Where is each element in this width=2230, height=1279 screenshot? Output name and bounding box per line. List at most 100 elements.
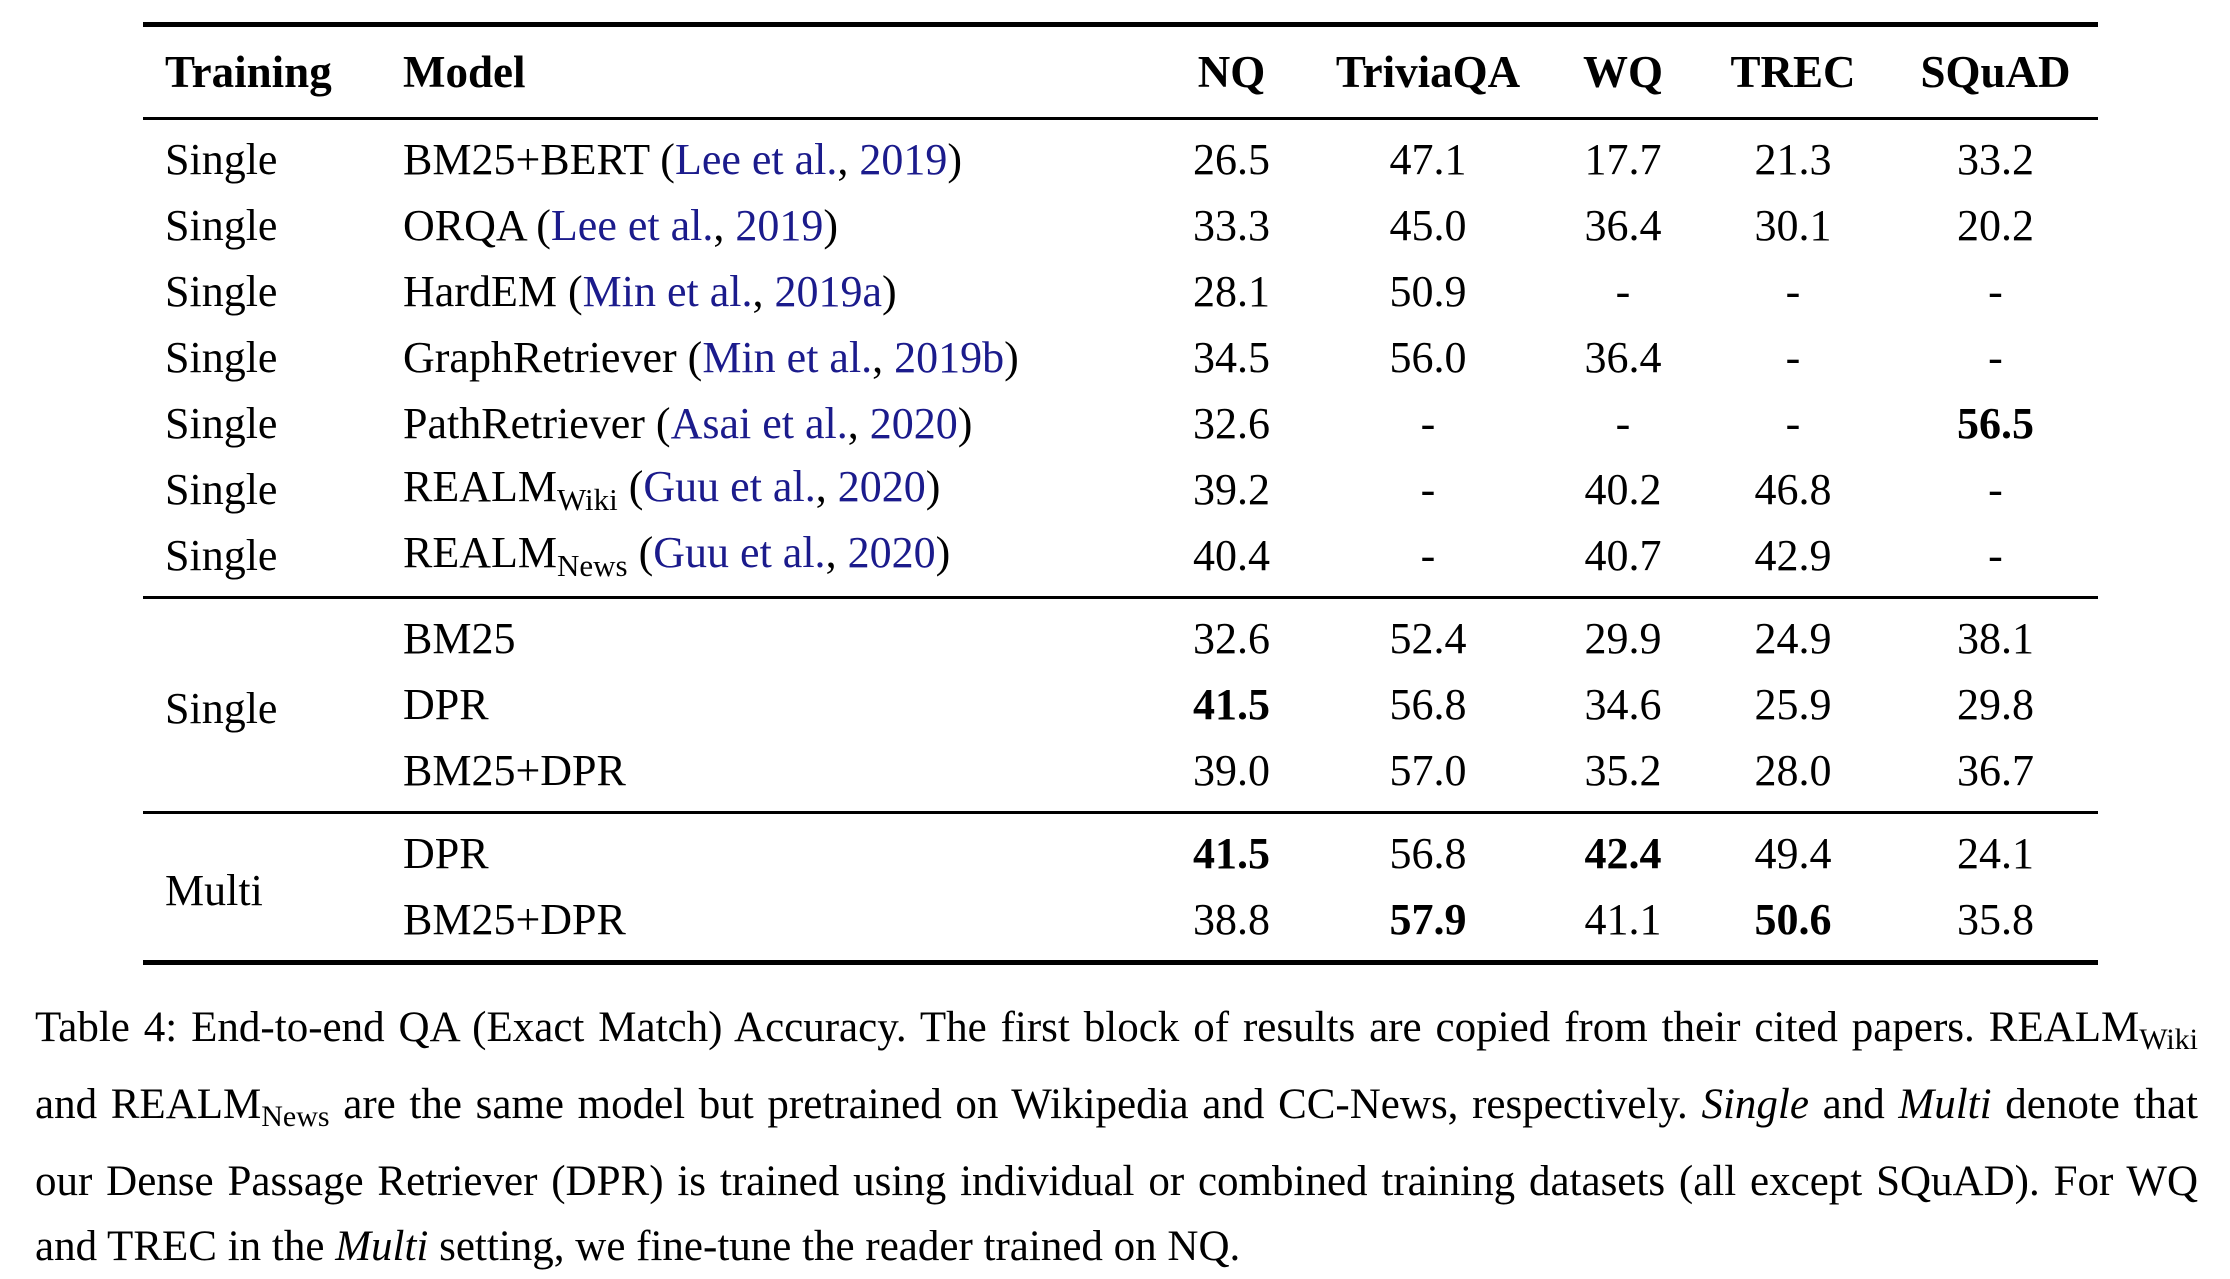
metric-cell: 56.8 (1389, 829, 1467, 878)
model-cell: DPR (395, 672, 1160, 738)
text-segment: BM25+BERT ( (403, 135, 675, 184)
metric-cell: 45.0 (1389, 201, 1467, 250)
table-row: Single ORQA (Lee et al., 2019) 33.3 45.0 36.… (143, 193, 2098, 259)
citation-link[interactable]: Guu et al. (653, 528, 826, 577)
metric-cell: 39.0 (1193, 746, 1270, 795)
metric-cell: 25.9 (1754, 680, 1832, 729)
text-segment: Table 4: End-to-end QA (Exact Match) Acc… (35, 1004, 2140, 1051)
col-header-triviaqa: TriviaQA (1303, 24, 1553, 120)
metric-cell: 40.4 (1193, 531, 1270, 580)
text-segment: BM25+DPR (403, 895, 626, 944)
citation-link[interactable]: 2020 (869, 399, 958, 448)
table-row: BM25+DPR 38.8 57.9 41.1 50.6 35.8 (143, 887, 2098, 963)
table-header: Training Model NQ TriviaQA WQ TREC SQuAD (143, 24, 2098, 120)
text-segment: GraphRetriever ( (403, 333, 703, 382)
metric-cell: 35.8 (1957, 895, 2034, 944)
metric-cell: 56.0 (1389, 333, 1467, 382)
citation-link[interactable]: Asai et al. (670, 399, 848, 448)
header-row: Training Model NQ TriviaQA WQ TREC SQuAD (143, 24, 2098, 120)
citation-link[interactable]: 2019b (894, 333, 1005, 382)
text-segment: REALM (403, 462, 557, 511)
metric-cell: 21.3 (1754, 135, 1832, 184)
metric-cell: 46.8 (1754, 465, 1832, 514)
model-cell: BM25+DPR (395, 887, 1160, 963)
table-row: Single BM25+BERT (Lee et al., 2019) 26.5 47… (143, 119, 2098, 194)
col-header-nq: NQ (1160, 24, 1303, 120)
table-block-3: Multi DPR 41.5 56.8 42.4 49.4 24.1 BM25+DPR 38.8… (143, 812, 2098, 963)
metric-cell: 50.9 (1389, 267, 1467, 316)
citation-link[interactable]: 2019 (859, 135, 948, 184)
text-segment: REALM (403, 528, 557, 577)
metric-cell: - (1988, 267, 2003, 316)
citation-link[interactable]: Min et al. (582, 267, 753, 316)
model-cell: PathRetriever (Asai et al., 2020) (395, 391, 1160, 457)
metric-cell: 50.6 (1754, 895, 1832, 944)
citation-link[interactable]: Guu et al. (643, 462, 816, 511)
text-segment: , (825, 528, 848, 577)
citation-link[interactable]: Lee et al. (550, 201, 714, 250)
metric-cell: 36.7 (1957, 746, 2034, 795)
metric-cell: 17.7 (1584, 135, 1662, 184)
metric-cell: 38.8 (1193, 895, 1270, 944)
metric-cell: - (1785, 399, 1801, 448)
training-cell: Single (165, 333, 278, 382)
citation-link[interactable]: 2019a (774, 267, 882, 316)
metric-cell: 29.8 (1957, 680, 2034, 729)
text-segment: , (872, 333, 895, 382)
metric-cell: - (1420, 465, 1436, 514)
training-cell: Single (165, 465, 278, 514)
citation-link[interactable]: Min et al. (702, 333, 873, 382)
citation-link[interactable]: 2020 (847, 528, 936, 577)
training-cell: Single (165, 399, 278, 448)
table-row: Single HardEM (Min et al., 2019a) 28.1 50.9… (143, 259, 2098, 325)
text-segment: ) (823, 201, 839, 250)
metric-cell: 28.0 (1754, 746, 1832, 795)
metric-cell: 56.8 (1389, 680, 1467, 729)
metric-cell: - (1615, 399, 1631, 448)
subscript-text: Wiki (2139, 1023, 2198, 1056)
table-row: BM25+DPR 39.0 57.0 35.2 28.0 36.7 (143, 738, 2098, 813)
subscript-text: Wiki (557, 482, 618, 517)
metric-cell: 24.1 (1957, 829, 2034, 878)
metric-cell: 36.4 (1584, 333, 1662, 382)
training-cell: Single (165, 267, 278, 316)
metric-cell: 36.4 (1584, 201, 1662, 250)
citation-link[interactable]: Lee et al. (674, 135, 838, 184)
col-header-training: Training (143, 24, 395, 120)
text-segment: ORQA ( (403, 201, 551, 250)
metric-cell: 34.6 (1584, 680, 1662, 729)
metric-cell: - (1420, 531, 1436, 580)
citation-link[interactable]: 2019 (735, 201, 824, 250)
model-cell: DPR (395, 813, 1160, 888)
metric-cell: 47.1 (1389, 135, 1467, 184)
text-segment: ) (1004, 333, 1019, 382)
text-segment: ) (935, 528, 951, 577)
text-segment: and (1808, 1081, 1899, 1128)
metric-cell: 49.4 (1754, 829, 1832, 878)
citation-link[interactable]: 2020 (837, 462, 926, 511)
metric-cell: 57.0 (1389, 746, 1467, 795)
model-cell: BM25 (395, 598, 1160, 673)
metric-cell: 40.2 (1584, 465, 1662, 514)
metric-cell: 41.1 (1584, 895, 1662, 944)
metric-cell: - (1420, 399, 1436, 448)
model-cell: BM25+DPR (395, 738, 1160, 813)
model-cell: HardEM (Min et al., 2019a) (395, 259, 1160, 325)
col-header-squad: SQuAD (1893, 24, 2098, 120)
metric-cell: - (1615, 267, 1631, 316)
text-segment: , (847, 399, 870, 448)
metric-cell: 42.9 (1754, 531, 1832, 580)
metric-cell: 33.2 (1957, 135, 2034, 184)
metric-cell: 26.5 (1193, 135, 1270, 184)
metric-cell: 39.2 (1193, 465, 1270, 514)
model-cell: REALMWiki (Guu et al., 2020) (395, 457, 1160, 523)
results-table: Training Model NQ TriviaQA WQ TREC SQuAD… (143, 22, 2098, 965)
text-segment: HardEM ( (403, 267, 583, 316)
metric-cell: 42.4 (1584, 829, 1662, 878)
table-row: Single GraphRetriever (Min et al., 2019b)… (143, 325, 2098, 391)
table-row: Single PathRetriever (Asai et al., 2020) 3… (143, 391, 2098, 457)
metric-cell: - (1988, 333, 2003, 382)
metric-cell: 24.9 (1754, 614, 1832, 663)
text-segment: ) (882, 267, 897, 316)
text-segment: ) (947, 135, 963, 184)
